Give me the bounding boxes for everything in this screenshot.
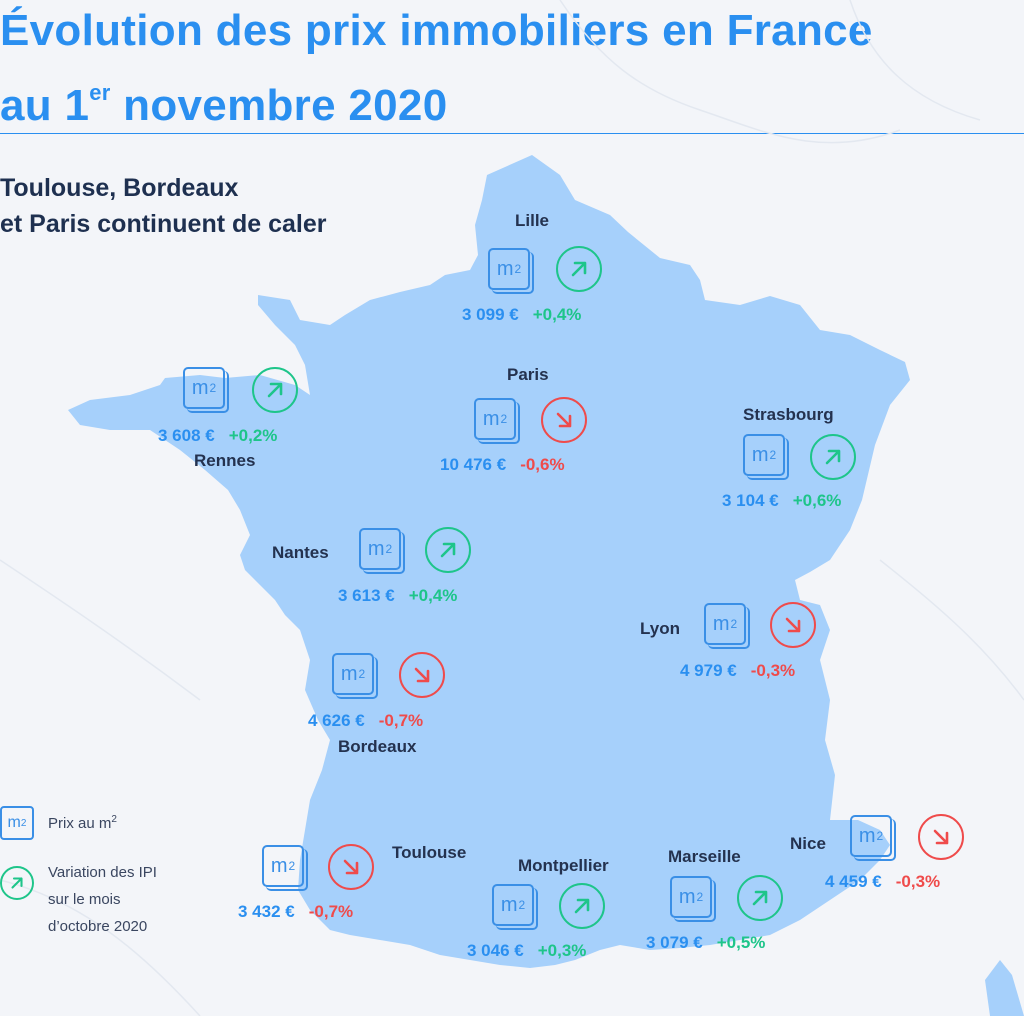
city-name: Lyon <box>640 619 680 638</box>
variation-value: +0,5% <box>716 933 766 952</box>
variation-value: +0,6% <box>792 491 842 510</box>
variation-value: -0,3% <box>750 661 796 680</box>
title-line-1: Évolution des prix immobiliers en France <box>0 6 873 55</box>
variation-value: +0,2% <box>228 426 278 445</box>
variation-value: +0,3% <box>537 941 587 960</box>
variation-value: -0,6% <box>520 455 565 474</box>
subtitle: Toulouse, Bordeaux et Paris continuent d… <box>0 170 327 242</box>
legend-variation: Variation des IPI sur le mois d’octobre … <box>0 864 157 940</box>
price-line: 4 626 € -0,7% <box>308 711 423 731</box>
price-line: 3 079 € +0,5% <box>646 933 765 953</box>
variation-value: +0,4% <box>408 586 458 605</box>
city-name: Paris <box>507 365 549 384</box>
legend-variation-label: Variation des IPI sur le mois d’octobre … <box>48 864 157 935</box>
price-line: 4 979 € -0,3% <box>680 661 795 681</box>
arrow-down-right-icon <box>328 844 374 890</box>
price-line: 3 608 € +0,2% <box>158 426 277 446</box>
city-name: Toulouse <box>392 843 467 862</box>
variation-value: -0,7% <box>308 902 354 921</box>
price-value: 3 104 € <box>722 491 779 510</box>
arrow-up-right-icon <box>0 866 34 900</box>
subtitle-line-2: et Paris continuent de caler <box>0 210 327 238</box>
france-mainland-shape <box>68 155 910 968</box>
city-name: Bordeaux <box>338 737 417 756</box>
arrow-up-right-icon <box>425 527 471 573</box>
city-name: Lille <box>515 211 550 230</box>
legend-price-label: Prix au m2 <box>48 814 117 832</box>
arrow-up-right-icon <box>556 246 602 292</box>
arrow-down-right-icon <box>918 814 964 860</box>
price-value: 3 079 € <box>646 933 703 952</box>
arrow-down-right-icon <box>541 397 587 443</box>
variation-value: -0,3% <box>895 872 941 891</box>
subtitle-line-1: Toulouse, Bordeaux <box>0 174 239 202</box>
price-value: 4 626 € <box>308 711 365 730</box>
price-value: 3 608 € <box>158 426 215 445</box>
title-superscript: er <box>89 80 111 105</box>
title-divider <box>0 133 1024 134</box>
city-name: Montpellier <box>518 856 609 875</box>
price-value: 3 099 € <box>462 305 519 324</box>
city-name: Nantes <box>272 543 329 562</box>
city-name: Strasbourg <box>743 405 834 424</box>
corsica-shape <box>985 960 1024 1016</box>
price-value: 3 613 € <box>338 586 395 605</box>
price-value: 4 979 € <box>680 661 737 680</box>
arrow-down-right-icon <box>399 652 445 698</box>
price-value: 4 459 € <box>825 872 882 891</box>
title-line-2-suffix: novembre 2020 <box>110 81 448 130</box>
arrow-up-right-icon <box>737 875 783 921</box>
price-value: 3 046 € <box>467 941 524 960</box>
city-name: Rennes <box>194 451 256 470</box>
city-name: Nice <box>790 834 826 853</box>
arrow-up-right-icon <box>810 434 856 480</box>
city-name: Marseille <box>668 847 741 866</box>
price-value: 10 476 € <box>440 455 507 474</box>
arrow-up-right-icon <box>559 883 605 929</box>
price-line: 4 459 € -0,3% <box>825 872 940 892</box>
price-line: 3 613 € +0,4% <box>338 586 457 606</box>
arrow-down-right-icon <box>770 602 816 648</box>
price-line: 3 432 € -0,7% <box>238 902 353 922</box>
variation-value: -0,7% <box>378 711 424 730</box>
title-line-2-prefix: au 1 <box>0 81 90 130</box>
variation-value: +0,4% <box>532 305 582 324</box>
price-line: 3 099 € +0,4% <box>462 305 581 325</box>
price-line: 10 476 € -0,6% <box>440 455 565 475</box>
page-title: Évolution des prix immobiliers en France… <box>0 0 873 137</box>
price-line: 3 046 € +0,3% <box>467 941 586 961</box>
price-value: 3 432 € <box>238 902 295 921</box>
price-line: 3 104 € +0,6% <box>722 491 841 511</box>
arrow-up-right-icon <box>252 367 298 413</box>
